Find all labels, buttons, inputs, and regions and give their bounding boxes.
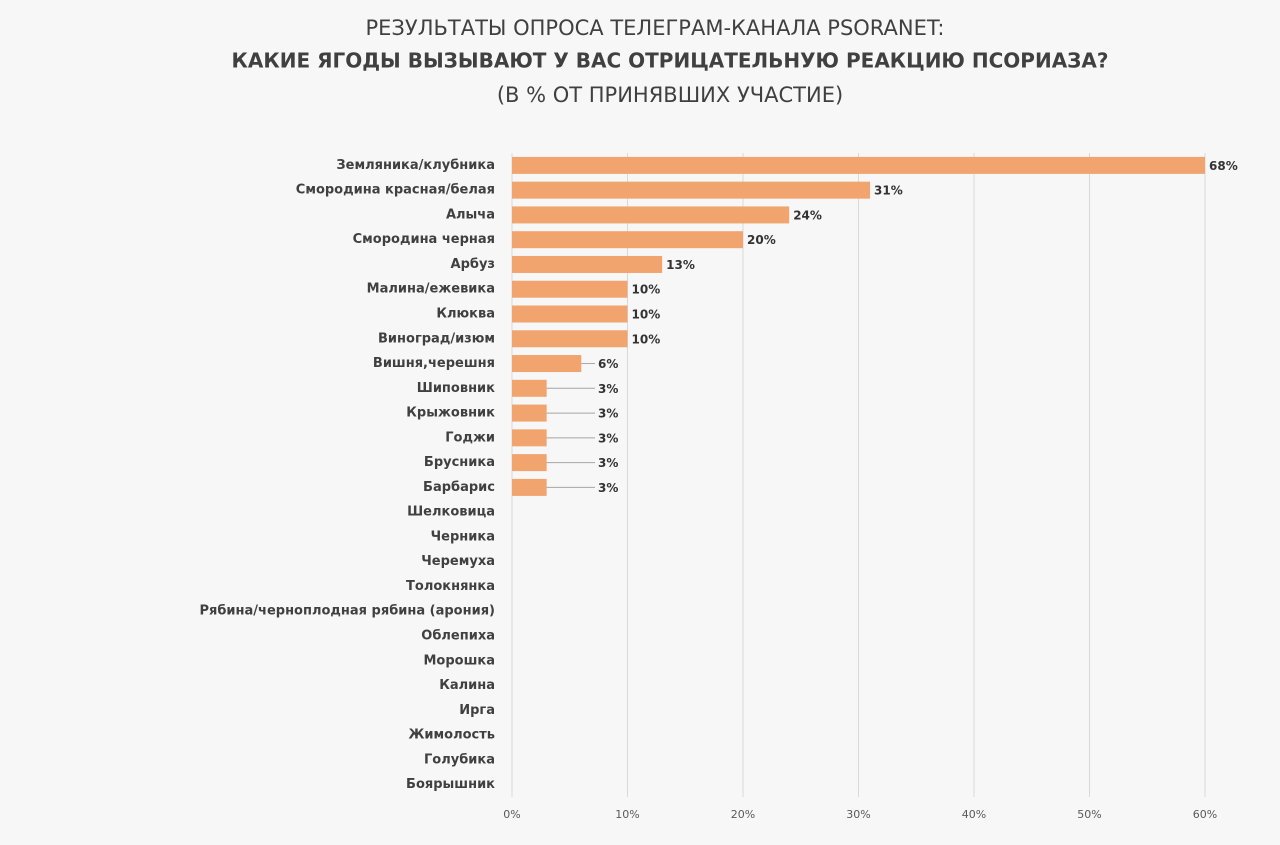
y-tick-label: Черника <box>431 529 495 544</box>
value-label: 3% <box>598 407 618 421</box>
y-tick-label: Боярышник <box>406 777 495 792</box>
y-tick-label: Жимолость <box>409 728 496 743</box>
y-tick-label: Ирга <box>459 703 495 718</box>
y-tick-label: Смородина красная/белая <box>296 183 495 198</box>
bar <box>512 429 547 447</box>
y-tick-label: Шиповник <box>417 381 495 396</box>
chart-subtitle: КАКИЕ ЯГОДЫ ВЫЗЫВАЮТ У ВАС ОТРИЦАТЕЛЬНУЮ… <box>232 49 1109 73</box>
y-tick-label: Арбуз <box>451 257 495 272</box>
value-label: 31% <box>874 184 903 198</box>
bar <box>512 379 547 397</box>
value-label: 10% <box>632 283 661 297</box>
value-label: 3% <box>598 481 618 495</box>
y-tick-label: Вишня,черешня <box>373 356 495 371</box>
y-tick-label: Алыча <box>446 207 495 222</box>
y-tick-label: Крыжовник <box>406 406 495 421</box>
y-tick-label: Морошка <box>423 653 495 668</box>
value-label: 68% <box>1209 159 1238 173</box>
bar <box>512 478 547 496</box>
bar <box>512 404 547 422</box>
bar <box>512 231 743 249</box>
y-tick-label: Годжи <box>445 430 495 445</box>
bar <box>512 255 663 273</box>
bar <box>512 280 628 298</box>
chart-title: РЕЗУЛЬТАТЫ ОПРОСА ТЕЛЕГРАМ-КАНАЛА PSORAN… <box>366 16 945 40</box>
y-tick-label: Черемуха <box>421 554 495 569</box>
y-tick-label: Шелковица <box>407 505 495 520</box>
value-label: 6% <box>598 357 618 371</box>
y-tick-label: Рябина/черноплодная рябина (арония) <box>199 604 495 619</box>
bar <box>512 330 628 348</box>
value-label: 3% <box>598 431 618 445</box>
x-tick-label: 0% <box>503 808 520 821</box>
plot-area <box>512 156 1205 496</box>
value-label: 24% <box>793 208 822 222</box>
y-tick-label: Виноград/изюм <box>378 331 495 346</box>
y-tick-label: Облепиха <box>421 629 495 644</box>
bar <box>512 305 628 323</box>
value-label: 10% <box>632 308 661 322</box>
bar <box>512 181 871 199</box>
y-tick-label: Голубика <box>424 752 495 767</box>
y-tick-label: Брусника <box>424 455 495 470</box>
value-label: 3% <box>598 456 618 470</box>
bar <box>512 454 547 472</box>
x-tick-label: 60% <box>1193 808 1217 821</box>
y-tick-label: Калина <box>439 678 495 693</box>
chart-caption: (В % ОТ ПРИНЯВШИХ УЧАСТИЕ) <box>497 83 843 107</box>
x-tick-label: 40% <box>962 808 986 821</box>
y-tick-label: Малина/ежевика <box>367 282 495 297</box>
y-tick-label: Клюква <box>436 307 495 322</box>
bar <box>512 206 790 224</box>
bar <box>512 355 582 373</box>
value-label: 3% <box>598 382 618 396</box>
y-tick-label: Барбарис <box>423 480 495 495</box>
x-tick-label: 10% <box>615 808 639 821</box>
x-tick-label: 20% <box>731 808 755 821</box>
value-label: 20% <box>747 233 776 247</box>
bar <box>512 156 1205 174</box>
y-tick-label: Толокнянка <box>406 579 495 594</box>
x-tick-label: 30% <box>846 808 870 821</box>
x-tick-label: 50% <box>1077 808 1101 821</box>
y-tick-label: Смородина черная <box>353 232 495 247</box>
y-tick-label: Земляника/клубника <box>336 158 495 173</box>
value-label: 13% <box>666 258 695 272</box>
value-label: 10% <box>632 332 661 346</box>
